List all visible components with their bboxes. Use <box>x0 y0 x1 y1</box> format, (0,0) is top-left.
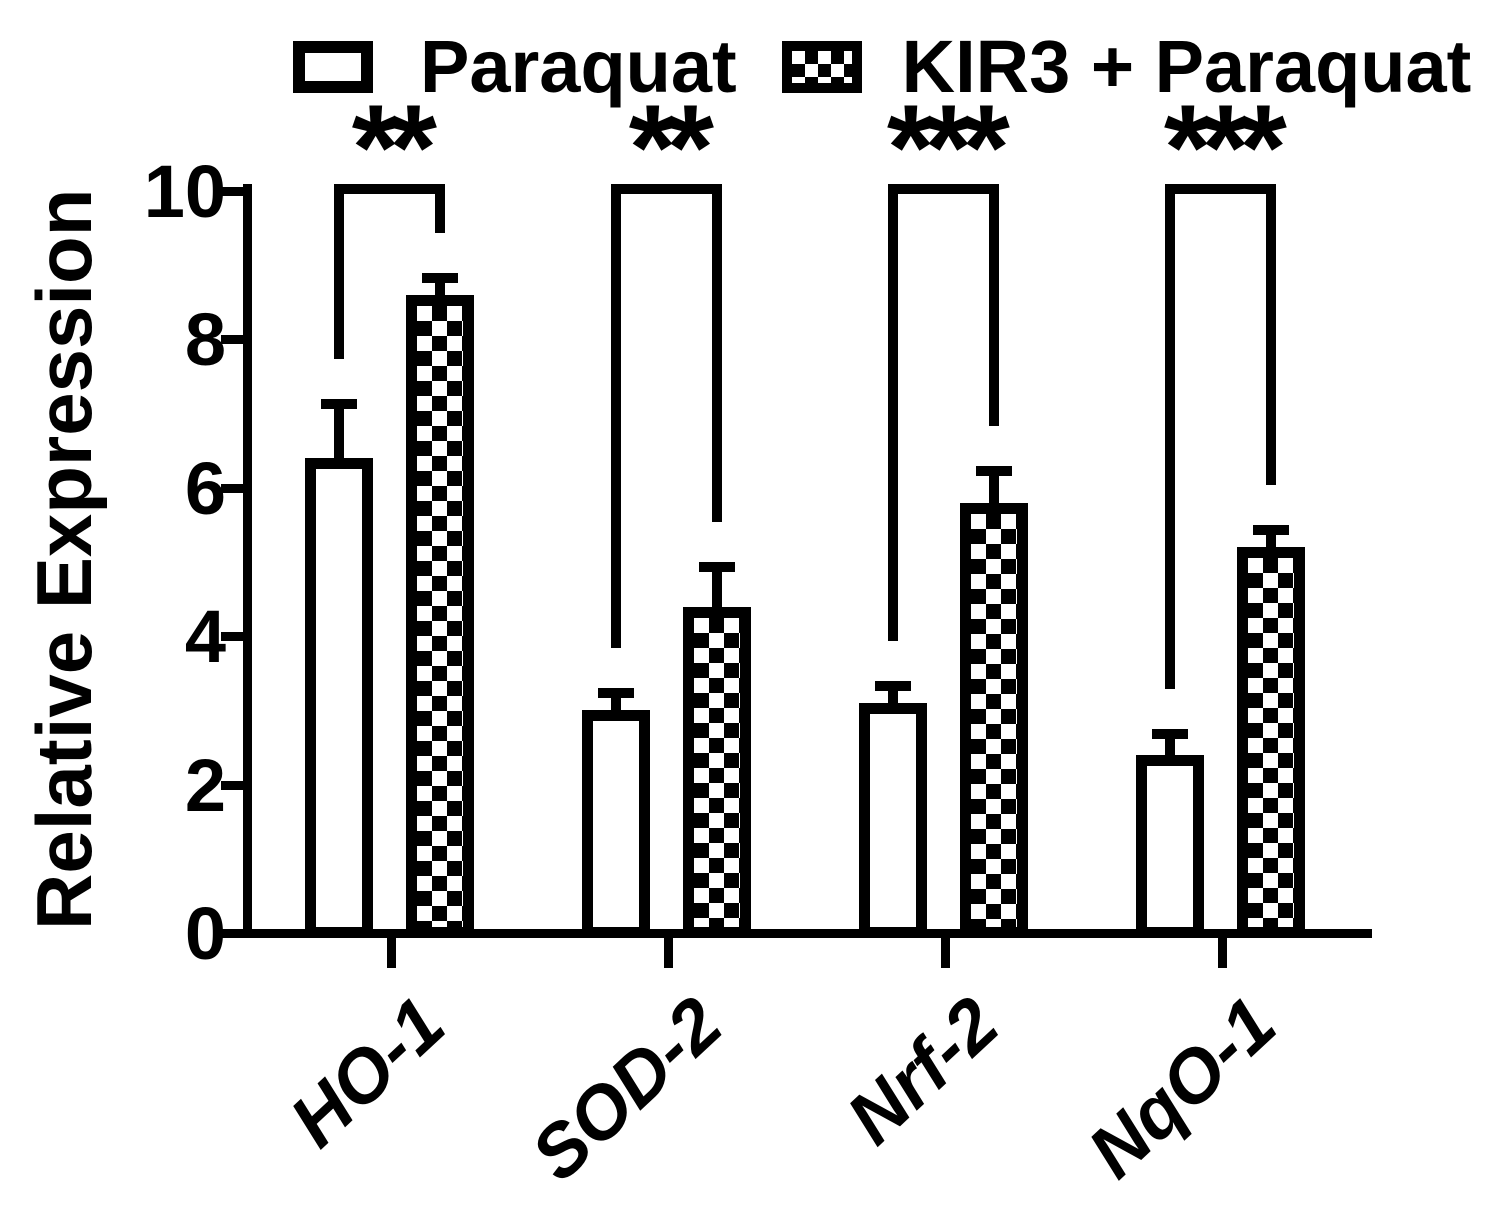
error-bar-cap <box>598 688 634 699</box>
significance-label-ho-1: ** <box>351 79 437 215</box>
legend-label-kir3-paraquat: KIR3 + Paraquat <box>901 25 1472 108</box>
x-category-label-nrf-2: Nrf-2 <box>831 981 1015 1160</box>
bar-kir3-paraquat-nqo-1 <box>1237 547 1305 938</box>
y-tick-label: 6 <box>184 446 226 530</box>
significance-bracket-right-leg <box>989 184 999 426</box>
y-tick-label: 10 <box>143 150 226 233</box>
x-axis-line <box>243 929 1372 938</box>
x-tick <box>387 938 396 968</box>
y-tick <box>221 632 243 642</box>
y-tick-label: 2 <box>184 743 226 827</box>
error-bar-line <box>989 465 999 511</box>
error-bar-line <box>1266 524 1276 556</box>
significance-bracket-left-leg <box>1165 184 1175 689</box>
bar-paraquat-nqo-1 <box>1136 754 1204 938</box>
y-tick <box>221 780 243 790</box>
x-tick <box>941 938 950 968</box>
error-bar-line <box>334 398 344 467</box>
bar-kir3-paraquat-nrf-2 <box>960 502 1028 938</box>
y-tick-label: 8 <box>184 298 226 382</box>
error-bar-line <box>1165 728 1175 763</box>
significance-bracket-nrf-2 <box>888 184 999 194</box>
significance-bracket-right-leg <box>712 184 722 522</box>
x-category-label-nqo-1: NqO-1 <box>1072 981 1292 1194</box>
y-tick <box>221 187 243 196</box>
y-tick <box>221 483 243 493</box>
bar-paraquat-sod-2 <box>582 710 650 938</box>
error-bar-cap <box>422 272 458 283</box>
significance-bracket-nqo-1 <box>1165 184 1276 194</box>
significance-bracket-left-leg <box>888 184 898 641</box>
error-bar-cap <box>1253 524 1289 535</box>
significance-bracket-left-leg <box>611 184 621 649</box>
chart-legend: Paraquat KIR3 + Paraquat <box>293 30 1471 104</box>
x-tick <box>664 938 673 968</box>
y-tick <box>221 929 243 938</box>
significance-bracket-left-leg <box>334 184 344 359</box>
error-bar-line <box>712 562 722 615</box>
bar-kir3-paraquat-ho-1 <box>406 294 474 938</box>
significance-bracket-right-leg <box>435 184 445 233</box>
bar-paraquat-ho-1 <box>305 458 373 938</box>
significance-bracket-sod-2 <box>611 184 722 194</box>
x-category-label-sod-2: SOD-2 <box>515 981 738 1197</box>
error-bar-line <box>611 688 621 719</box>
y-tick-label: 0 <box>184 892 226 975</box>
error-bar-cap <box>699 562 735 572</box>
y-tick <box>221 335 243 345</box>
bar-kir3-paraquat-sod-2 <box>683 606 751 938</box>
error-bar-line <box>888 680 898 711</box>
legend-swatch-kir3-paraquat <box>781 41 862 93</box>
y-tick-label: 4 <box>184 595 226 679</box>
error-bar-cap <box>321 398 357 409</box>
significance-bracket-right-leg <box>1266 184 1276 485</box>
y-axis-line <box>243 184 252 938</box>
significance-label-sod-2: ** <box>628 79 714 215</box>
bar-paraquat-nrf-2 <box>859 702 927 938</box>
error-bar-cap <box>976 465 1012 476</box>
significance-bracket-ho-1 <box>334 184 445 194</box>
significance-label-nrf-2: *** <box>886 79 1010 215</box>
error-bar-cap <box>1152 728 1188 739</box>
x-tick <box>1218 938 1227 968</box>
error-bar-line <box>435 272 445 303</box>
legend-label-paraquat: Paraquat <box>420 25 737 108</box>
significance-label-nqo-1: *** <box>1163 79 1287 215</box>
x-category-label-ho-1: HO-1 <box>274 981 461 1163</box>
legend-swatch-paraquat <box>293 41 373 93</box>
error-bar-cap <box>875 680 911 691</box>
